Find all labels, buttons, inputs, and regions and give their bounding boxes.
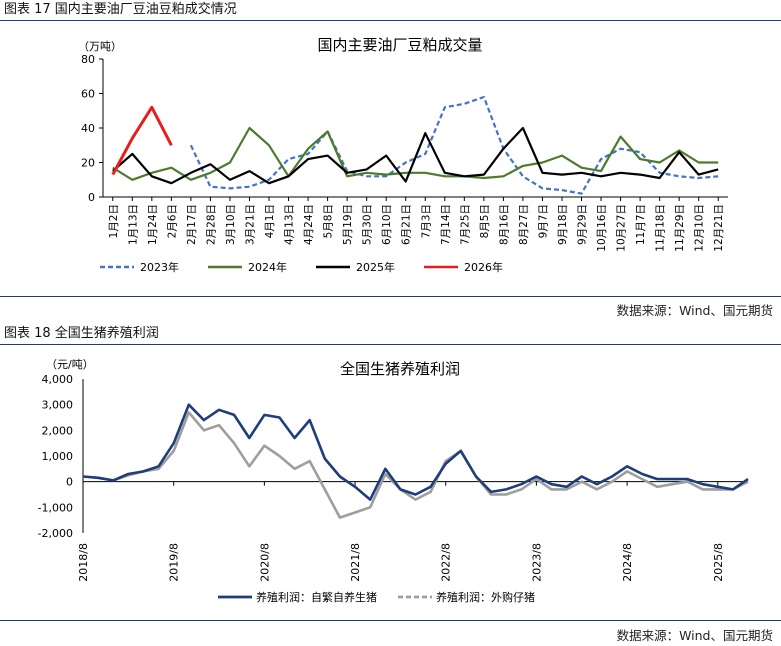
legend-label: 2026年	[464, 260, 503, 274]
x-tick-label: 2020/8	[258, 543, 271, 582]
legend-label: 2024年	[248, 260, 287, 274]
series-line-2026年	[111, 105, 173, 176]
x-tick-label: 7月25日	[459, 204, 471, 245]
figure-17-header: 图表 17 国内主要油厂豆油豆粕成交情况	[0, 0, 781, 21]
y-tick-label: -1,000	[38, 501, 73, 514]
x-tick-label: 3月21日	[244, 204, 256, 245]
y-tick-label: 3,000	[42, 399, 74, 412]
x-tick-label: 4月1日	[264, 204, 276, 238]
hog-profit-chart: 全国生猪养殖利润 （元/吨） -2,000 -1,000 0 1,000 2,000 3,00…	[38, 358, 749, 604]
x-tick-label: 12月21日	[713, 204, 725, 252]
series-line-2024年	[112, 126, 719, 181]
x-tick-label: 2月6日	[166, 204, 178, 238]
x-tick-label: 6月21日	[401, 204, 413, 245]
x-tick-label: 4月13日	[284, 204, 296, 245]
legend-label: 养殖利润：自繁自养生猪	[256, 590, 377, 604]
legend-label: 2025年	[356, 260, 395, 274]
x-tick-label: 8月16日	[498, 204, 510, 245]
x-tick-label: 11月29日	[674, 204, 686, 252]
x-tick-label: 2018/8	[77, 543, 90, 582]
y-tick-label: 20	[81, 157, 95, 170]
series-line	[82, 411, 749, 519]
series-line-2025年	[112, 126, 719, 185]
x-tick-label: 9月7日	[537, 204, 549, 238]
series-line-2023年	[189, 95, 719, 195]
x-tick-label: 2023/8	[530, 543, 543, 582]
x-tick-label: 3月10日	[225, 204, 237, 245]
x-tick-label: 6月10日	[381, 204, 393, 245]
soymeal-volume-chart: 国内主要油厂豆粕成交量 （万吨） 0 20 40 60 80 1月2日 1月13日 1月24日 2月…	[78, 36, 728, 274]
x-tick-label: 1月13日	[127, 204, 139, 245]
y-tick-label: 2,000	[42, 424, 74, 437]
x-tick-label: 5月8日	[323, 204, 335, 238]
y-tick-label: 4,000	[42, 373, 74, 386]
x-tick-label: 9月18日	[557, 204, 569, 245]
figure-17-rule	[0, 296, 781, 297]
x-tick-label: 1月24日	[147, 204, 159, 245]
y-tick-label: 80	[81, 53, 95, 66]
y-axis-unit: （万吨）	[78, 40, 122, 53]
figure-18-title: 图表 18 全国生猪养殖利润	[4, 326, 159, 341]
y-axis-unit: （元/吨）	[46, 358, 94, 371]
y-tick-label: -2,000	[38, 527, 73, 540]
x-tick-label: 2025/8	[712, 543, 725, 582]
x-tick-label: 2021/8	[349, 543, 362, 582]
x-tick-label: 2022/8	[440, 543, 453, 582]
x-tick-label: 2019/8	[168, 543, 181, 582]
x-tick-label: 5月19日	[342, 204, 354, 245]
x-tick-label: 2月17日	[186, 204, 198, 245]
figure-18-header: 图表 18 全国生猪养殖利润	[0, 324, 781, 345]
series-line	[82, 403, 749, 501]
x-tick-label: 7月14日	[440, 204, 452, 245]
x-tick-label: 9月29日	[577, 204, 589, 245]
legend-label: 2023年	[140, 260, 179, 274]
chart-title: 全国生猪养殖利润	[340, 360, 460, 378]
figure-17-source: 数据来源：Wind、国元期货	[616, 303, 773, 318]
x-tick-label: 7月3日	[420, 204, 432, 238]
y-tick-label: 0	[66, 476, 73, 489]
x-tick-label: 8月5日	[479, 204, 491, 238]
x-tick-label: 2024/8	[621, 543, 634, 582]
x-tick-label: 2月28日	[205, 204, 217, 245]
chart-title: 国内主要油厂豆粕成交量	[317, 36, 482, 54]
y-tick-label: 40	[81, 122, 95, 135]
x-tick-label: 8月27日	[518, 204, 530, 245]
figure-18-rule	[0, 620, 781, 621]
x-tick-label: 1月2日	[108, 204, 120, 238]
x-tick-label: 11月18日	[655, 204, 667, 252]
x-tick-label: 5月30日	[362, 204, 374, 245]
x-tick-label: 12月10日	[694, 204, 706, 252]
y-tick-label: 1,000	[42, 450, 74, 463]
x-tick-label: 10月27日	[616, 204, 628, 252]
y-tick-label: 0	[88, 191, 95, 204]
y-tick-label: 60	[81, 88, 95, 101]
legend-label: 养殖利润：外购仔猪	[436, 590, 535, 604]
x-tick-label: 4月24日	[303, 204, 315, 245]
figure-18-source: 数据来源：Wind、国元期货	[616, 628, 773, 643]
figure-17-title: 图表 17 国内主要油厂豆油豆粕成交情况	[4, 2, 237, 17]
x-tick-label: 11月7日	[635, 204, 647, 245]
x-tick-label: 10月16日	[596, 204, 608, 252]
